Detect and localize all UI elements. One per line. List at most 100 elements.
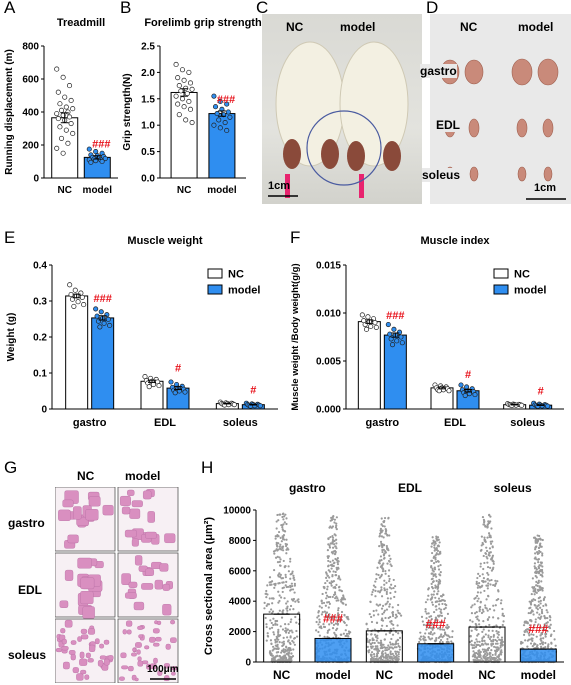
data-point [440,614,444,617]
data-point [533,626,536,629]
data-point [489,583,492,586]
data-point [94,313,100,319]
data-point [531,586,534,589]
data-point [332,564,335,568]
muscle-fiber [153,657,158,664]
data-point [330,551,334,554]
data-point [330,584,333,587]
data-point [175,75,181,81]
y-tick-label: 0.5 [141,147,155,158]
data-point [488,534,491,537]
data-point [385,592,388,596]
data-point [483,536,486,539]
data-point [482,635,485,639]
data-point [335,616,338,619]
muscle-fiber [131,538,139,547]
data-point [282,636,285,639]
data-point [391,647,395,650]
data-point [274,535,277,538]
data-point [473,646,476,649]
x-tick-label: soleus [223,417,258,429]
data-point [283,597,286,600]
data-point [383,579,386,582]
data-point [524,639,527,642]
data-point [282,609,285,612]
chart-title: Treadmill [57,17,105,29]
data-point [284,576,287,579]
legend-label-model: model [228,285,260,297]
data-point [528,607,531,610]
data-point [376,645,379,648]
muscle-fiber [103,639,110,645]
muscle-fiber [131,652,137,657]
data-point [377,641,380,644]
muscle-fiber [77,636,82,642]
data-point [486,618,490,621]
data-point [436,536,440,539]
data-point [289,620,292,624]
data-point [328,544,331,547]
data-point [370,651,374,654]
data-point [286,628,289,631]
data-point [537,546,541,550]
data-point [290,629,293,632]
data-point [297,600,300,604]
data-point [443,599,446,602]
data-point [427,626,430,629]
data-point [441,636,444,639]
data-point [531,645,534,648]
data-point [477,619,481,622]
legend-label-nc: NC [228,269,244,281]
data-point [497,653,501,657]
data-point [378,562,381,565]
data-point [284,631,288,634]
data-point [425,617,428,620]
data-point [278,582,281,585]
x-tick-label: model [521,668,556,682]
data-point [339,578,342,581]
data-point [491,657,494,661]
data-point [328,602,331,605]
data-point [380,565,383,568]
data-point [278,547,282,550]
histo-col-model: model [125,469,161,483]
data-point [326,585,329,588]
muscle-fiber [80,628,88,634]
data-point [380,530,383,534]
data-point [378,576,381,579]
data-point [478,659,482,662]
muscle-fiber [135,642,142,648]
data-point [429,631,433,634]
data-point [481,630,484,633]
muscle-fiber [80,591,94,605]
data-point [321,611,324,614]
data-point [475,582,478,585]
photo-c-model-label: model [340,20,376,34]
data-point [93,306,99,312]
data-point [263,601,266,604]
data-point [332,562,335,565]
data-point [266,603,269,606]
data-point [266,635,270,638]
data-point [385,624,388,628]
data-point [451,635,454,639]
data-point [533,623,536,626]
data-point [372,588,375,591]
data-point [382,553,386,556]
data-point [323,625,327,629]
data-point [500,638,504,641]
data-point [287,570,290,573]
data-point [98,309,104,315]
bar-gastro-nc [357,321,381,410]
mice-illustration [268,41,409,198]
data-point [386,534,389,537]
data-point [268,576,272,579]
data-point [277,650,280,654]
data-point [363,326,370,332]
data-point [479,591,482,594]
data-point [372,653,376,656]
data-point [287,585,290,588]
data-point [285,552,288,555]
data-point [328,546,332,549]
data-point [328,623,331,626]
